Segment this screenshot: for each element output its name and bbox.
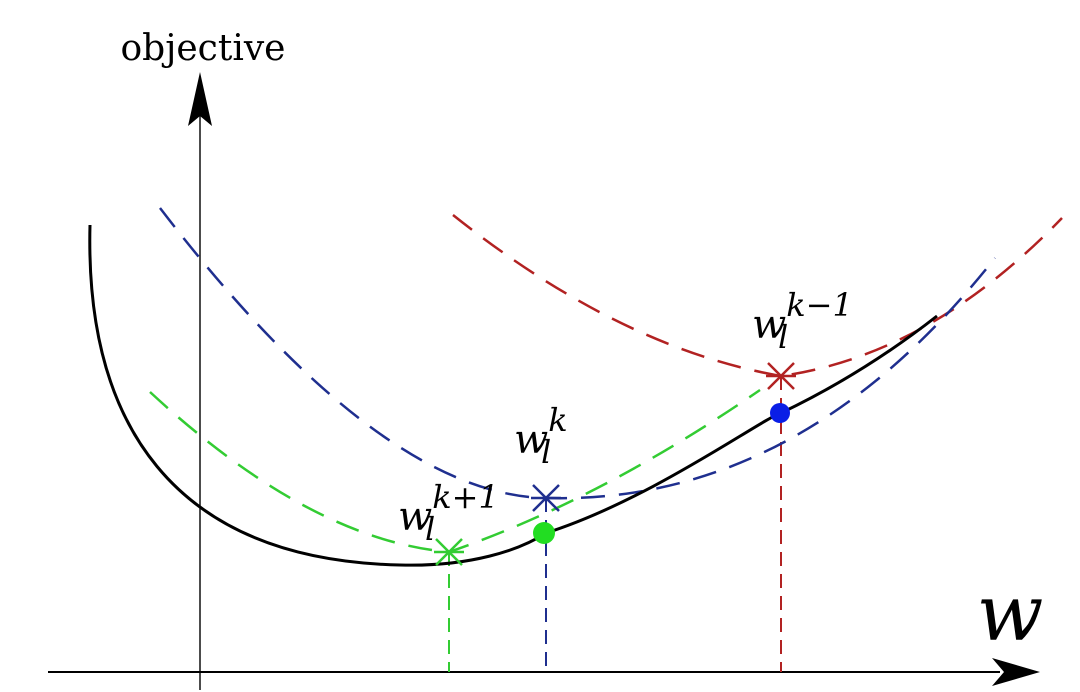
x-axis-label: w xyxy=(977,569,1044,659)
cross-marker-green xyxy=(434,538,464,566)
label-w-k-minus-1-base: w xyxy=(752,302,786,348)
label-w-k-base: w xyxy=(514,417,548,463)
label-w-k-minus-1-sup: k−1 xyxy=(786,286,853,324)
cross-marker-blue xyxy=(531,484,561,512)
iterate-dot-green xyxy=(533,522,555,544)
label-w-k-minus-1: wk−1 xyxy=(752,286,853,348)
cross-marker-red xyxy=(766,362,796,390)
x-axis-arrow xyxy=(992,658,1040,686)
y-axis-arrow xyxy=(188,72,212,126)
label-w-k-plus-1-base: w xyxy=(398,494,432,540)
surrogate-curve-red xyxy=(452,214,1063,378)
objective-curve xyxy=(88,224,938,567)
y-axis-label: objective xyxy=(121,28,286,69)
surrogate-curve-green xyxy=(149,388,761,554)
iterate-dot-blue xyxy=(770,403,790,423)
label-w-k-sub: l xyxy=(541,433,551,471)
label-w-k-plus-1: wk+1 xyxy=(398,478,499,540)
label-w-k-plus-1-sub: l xyxy=(425,510,435,548)
label-w-k-minus-1-sub: l xyxy=(778,318,788,356)
label-w-k: wk xyxy=(514,401,568,463)
label-w-k-plus-1-sup: k+1 xyxy=(432,478,499,516)
label-w-k-sup: k xyxy=(548,401,567,439)
